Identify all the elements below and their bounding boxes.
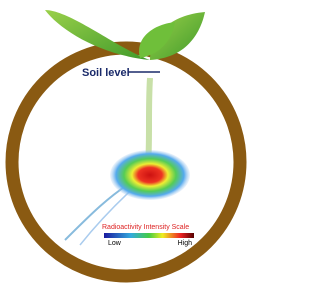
- scale-high: High: [178, 240, 193, 247]
- scale-low: Low: [108, 240, 122, 247]
- heat-spot: [110, 150, 190, 200]
- scale-bar: [104, 233, 194, 238]
- diagram: Soil level Radioactivity Intensity Scale…: [0, 0, 249, 284]
- scale-title: Radioactivity Intensity Scale: [102, 224, 189, 231]
- soil-level-label: Soil level: [82, 67, 130, 79]
